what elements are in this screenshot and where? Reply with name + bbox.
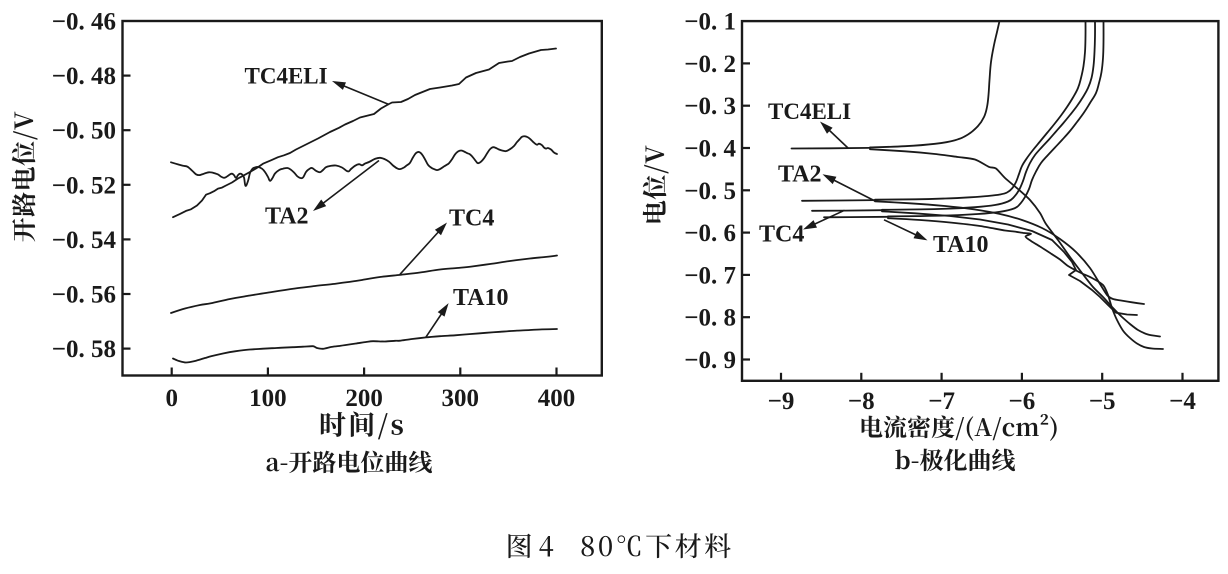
svg-text:TC4: TC4	[759, 222, 804, 248]
svg-text:−0. 1: −0. 1	[684, 9, 736, 36]
svg-text:TA10: TA10	[453, 285, 509, 311]
svg-text:−0. 46: −0. 46	[52, 9, 116, 36]
svg-text:200: 200	[345, 385, 383, 412]
svg-text:−0. 50: −0. 50	[52, 118, 116, 145]
svg-text:−0. 5: −0. 5	[684, 178, 736, 205]
svg-text:−0. 4: −0. 4	[684, 136, 736, 163]
svg-text:−4: −4	[1169, 388, 1196, 415]
svg-text:100: 100	[249, 385, 287, 412]
svg-text:−0. 48: −0. 48	[52, 63, 116, 90]
svg-text:−6: −6	[1009, 388, 1036, 415]
svg-text:−8: −8	[848, 388, 875, 415]
svg-text:−0. 7: −0. 7	[684, 262, 736, 289]
svg-text:TA2: TA2	[265, 204, 309, 230]
svg-text:0: 0	[165, 385, 178, 412]
svg-text:−0. 6: −0. 6	[684, 220, 736, 247]
svg-text:−0. 52: −0. 52	[52, 172, 116, 199]
svg-text:TC4ELI: TC4ELI	[768, 99, 851, 124]
svg-text:−9: −9	[768, 388, 795, 415]
svg-text:TC4: TC4	[449, 206, 494, 232]
svg-text:−0. 3: −0. 3	[684, 93, 736, 120]
svg-text:300: 300	[442, 385, 480, 412]
svg-text:−0. 2: −0. 2	[684, 51, 736, 78]
svg-text:−0. 56: −0. 56	[52, 282, 116, 309]
svg-text:−0. 8: −0. 8	[684, 305, 736, 332]
svg-text:−0. 58: −0. 58	[52, 336, 116, 363]
svg-text:−7: −7	[928, 388, 955, 415]
svg-text:TA10: TA10	[933, 232, 989, 258]
svg-text:−0. 9: −0. 9	[684, 347, 736, 374]
svg-text:−5: −5	[1089, 388, 1116, 415]
svg-text:400: 400	[538, 385, 576, 412]
svg-text:TA2: TA2	[778, 162, 822, 188]
svg-text:TC4ELI: TC4ELI	[245, 64, 328, 89]
svg-text:−0. 54: −0. 54	[52, 227, 117, 254]
